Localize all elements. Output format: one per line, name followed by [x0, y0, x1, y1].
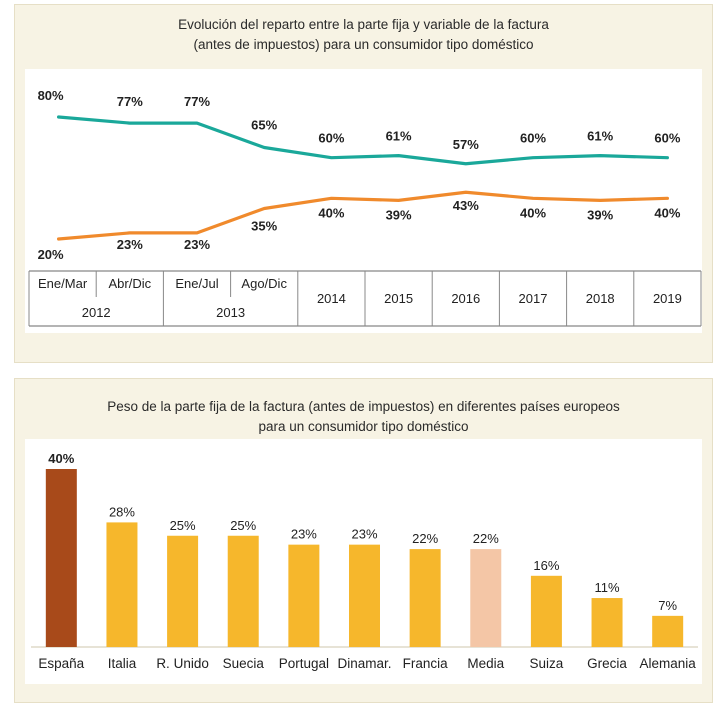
x-tick-label: Portugal	[279, 656, 329, 671]
data-label-fija: 60%	[318, 131, 344, 146]
data-label-variable: 40%	[654, 205, 680, 220]
bar-value-label: 28%	[109, 504, 135, 519]
x-tick-label: España	[38, 656, 84, 671]
data-label-variable: 23%	[184, 237, 210, 252]
bar-suecia	[227, 535, 259, 647]
bar-value-label: 11%	[595, 580, 620, 595]
data-label-fija: 65%	[251, 118, 277, 133]
data-label-variable: 40%	[520, 205, 546, 220]
bar-value-label: 22%	[473, 531, 499, 546]
bar-chart-title-line1: Peso de la parte fija de la factura (ant…	[107, 399, 620, 414]
line-chart-plot-area: Ene/Mar Abr/Dic Ene/Jul Ago/Dic 2014 2015 2016…	[25, 69, 702, 333]
bar-r-unido	[167, 535, 199, 647]
data-label-variable: 40%	[318, 205, 344, 220]
bar-value-label: 25%	[170, 518, 196, 533]
data-label-fija: 60%	[520, 131, 546, 146]
bar-value-label: 23%	[351, 527, 377, 542]
x-tick-label: 2017	[519, 291, 548, 306]
x-tick-label: Suiza	[530, 656, 564, 671]
line-chart: Ene/Mar Abr/Dic Ene/Jul Ago/Dic 2014 2015 2016…	[28, 88, 702, 327]
bar-value-label: 16%	[533, 558, 559, 573]
x-tick-label: Ene/Mar	[38, 276, 88, 291]
bar-chart-title: Peso de la parte fija de la factura (ant…	[15, 397, 712, 437]
bar-alemania	[652, 615, 684, 647]
bar-suiza	[530, 575, 562, 647]
data-label-variable: 39%	[386, 207, 412, 222]
x-tick-label: Media	[467, 656, 504, 671]
line-chart-panel: Evolución del reparto entre la parte fij…	[14, 4, 713, 363]
x-tick-label: 2016	[451, 291, 480, 306]
bar-value-label: 22%	[412, 531, 438, 546]
bar-value-label: 23%	[291, 527, 317, 542]
x-tick-label: Alemania	[640, 656, 697, 671]
data-label-fija: 77%	[117, 94, 143, 109]
x-tick-label: Grecia	[587, 656, 627, 671]
line-chart-title: Evolución del reparto entre la parte fij…	[15, 15, 712, 55]
line-chart-title-line1: Evolución del reparto entre la parte fij…	[178, 17, 549, 32]
x-group-label: 2012	[82, 305, 111, 320]
bar-portugal	[288, 544, 320, 647]
bar-value-label: 40%	[48, 451, 74, 466]
bar-value-label: 25%	[230, 518, 256, 533]
data-label-fija: 57%	[453, 137, 479, 152]
bar-espa-a	[45, 469, 77, 647]
bar-media	[470, 549, 502, 647]
bar-value-label: 7%	[658, 598, 677, 613]
bar-dinamar-	[349, 544, 380, 647]
x-tick-label: Ago/Dic	[241, 276, 287, 291]
data-label-variable: 20%	[38, 247, 64, 262]
x-tick-label: Suecia	[223, 656, 265, 671]
x-tick-label: Dinamar.	[337, 656, 391, 671]
data-label-variable: 39%	[587, 207, 613, 222]
x-tick-label: R. Unido	[156, 656, 209, 671]
series-line-fija	[56, 115, 670, 166]
data-label-fija: 61%	[386, 129, 412, 144]
bar-grecia	[591, 598, 623, 647]
bar-italia	[106, 522, 138, 647]
bar-chart-panel: Peso de la parte fija de la factura (ant…	[14, 378, 713, 703]
data-label-fija: 60%	[654, 131, 680, 146]
data-label-fija: 80%	[38, 88, 64, 103]
data-label-variable: 23%	[117, 237, 143, 252]
bar-chart: 40% España 28% Italia 25% R. Unido 25% Suecia 23…	[31, 451, 698, 671]
data-label-fija: 61%	[587, 129, 613, 144]
x-tick-label: Ene/Jul	[175, 276, 218, 291]
x-tick-label: Francia	[403, 656, 449, 671]
x-tick-label: 2014	[317, 291, 346, 306]
data-label-variable: 35%	[251, 219, 277, 234]
x-tick-label: 2018	[586, 291, 615, 306]
x-tick-label: Italia	[108, 656, 137, 671]
x-tick-label: Abr/Dic	[108, 276, 151, 291]
series-line-variable	[56, 190, 670, 241]
data-label-variable: 43%	[453, 198, 479, 213]
x-group-label: 2013	[216, 305, 245, 320]
bar-chart-title-line2: para un consumidor tipo doméstico	[258, 419, 469, 434]
bar-chart-plot-area: 40% España 28% Italia 25% R. Unido 25% Suecia 23…	[25, 439, 702, 684]
x-tick-label: 2015	[384, 291, 413, 306]
data-label-fija: 77%	[184, 94, 210, 109]
x-tick-label: 2019	[653, 291, 682, 306]
line-chart-title-line2: (antes de impuestos) para un consumidor …	[193, 37, 534, 52]
bar-francia	[409, 549, 441, 647]
